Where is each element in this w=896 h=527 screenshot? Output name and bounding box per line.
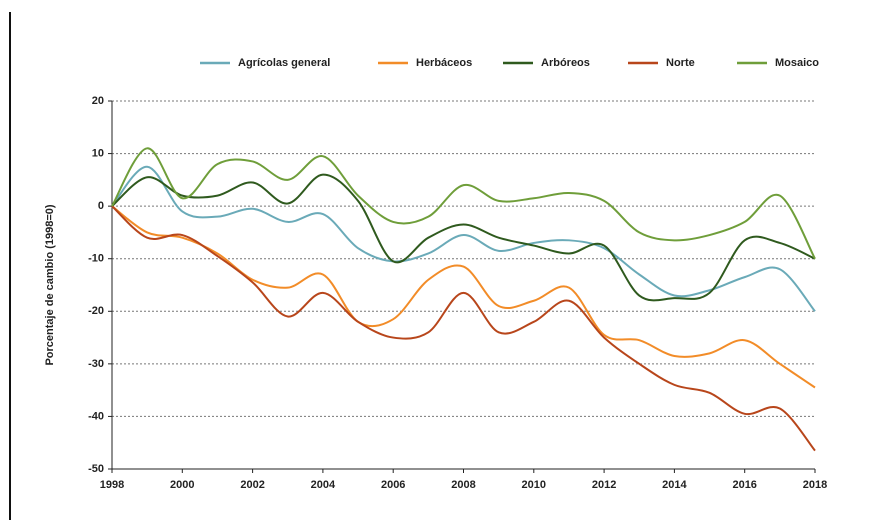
x-tick-label: 2018 (803, 479, 827, 491)
series-line (111, 147, 816, 260)
x-tick-label: 2008 (451, 479, 475, 491)
legend-label: Agrícolas general (238, 57, 330, 69)
legend-label: Herbáceos (416, 57, 472, 69)
x-tick-label: 2010 (522, 479, 546, 491)
y-tick-label: -20 (88, 305, 104, 317)
x-tick-label: 2002 (240, 479, 264, 491)
series-line (111, 165, 816, 312)
series-line (111, 205, 816, 452)
series-line (111, 205, 816, 389)
series-line (111, 173, 816, 302)
legend-label: Mosaico (775, 57, 819, 69)
x-tick-label: 2006 (381, 479, 405, 491)
x-tick-label: 2012 (592, 479, 616, 491)
x-tick-label: 2004 (311, 479, 336, 491)
y-tick-label: 20 (92, 95, 104, 107)
x-tick-label: 2016 (732, 479, 756, 491)
x-tick-label: 2014 (662, 479, 687, 491)
x-tick-label: 1998 (100, 479, 124, 491)
y-tick-label: 10 (92, 147, 104, 159)
y-tick-label: 0 (98, 200, 104, 212)
y-tick-label: -10 (88, 253, 104, 265)
y-axis-label: Porcentaje de cambio (1998=0) (44, 204, 56, 365)
legend-label: Arbóreos (541, 57, 590, 69)
x-tick-label: 2000 (170, 479, 194, 491)
y-tick-label: -50 (88, 463, 104, 475)
y-tick-label: -30 (88, 358, 104, 370)
legend-label: Norte (666, 57, 695, 69)
y-tick-label: -40 (88, 410, 104, 422)
